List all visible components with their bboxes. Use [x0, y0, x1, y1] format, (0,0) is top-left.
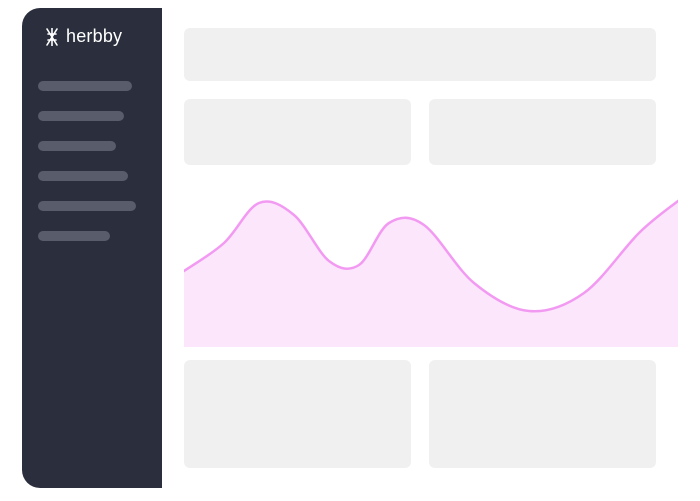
stat-card-2 [429, 99, 656, 165]
area-chart [184, 183, 678, 342]
bottom-row [184, 360, 678, 468]
sidebar-item-6[interactable] [38, 231, 110, 241]
brand-name: herbby [66, 26, 122, 47]
sidebar-item-2[interactable] [38, 111, 124, 121]
sidebar-item-5[interactable] [38, 201, 136, 211]
bottom-card-2 [429, 360, 656, 468]
brand: herbby [44, 26, 146, 47]
bottom-card-1 [184, 360, 411, 468]
app-frame: herbby [22, 8, 678, 488]
stats-row [184, 99, 678, 165]
area-chart-svg [184, 183, 678, 347]
sidebar-nav [38, 81, 146, 241]
sidebar-item-1[interactable] [38, 81, 132, 91]
sidebar-item-4[interactable] [38, 171, 128, 181]
main-content [162, 8, 678, 488]
sidebar-item-3[interactable] [38, 141, 116, 151]
stat-card-1 [184, 99, 411, 165]
header-card [184, 28, 656, 81]
brand-mark-icon [44, 28, 60, 46]
sidebar: herbby [22, 8, 162, 488]
